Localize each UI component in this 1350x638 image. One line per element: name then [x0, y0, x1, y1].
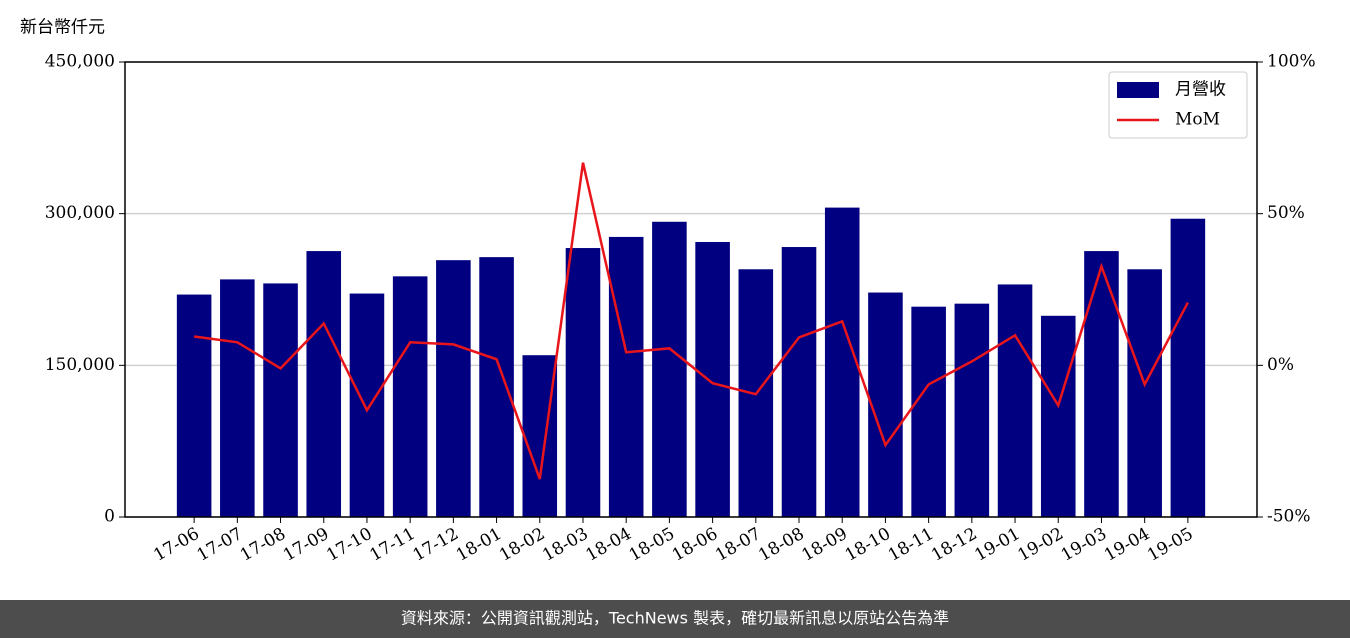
y2-tick-label: -50%	[1267, 507, 1311, 527]
legend-label: MoM	[1175, 110, 1220, 130]
bar	[911, 306, 946, 517]
x-tick-label: 17-10	[323, 524, 375, 566]
x-tick-label: 17-07	[194, 524, 246, 566]
bar	[436, 260, 471, 517]
x-tick-label: 18-03	[539, 524, 591, 566]
x-tick-label: 19-01	[971, 524, 1023, 566]
bar	[695, 241, 730, 517]
bar	[824, 207, 860, 517]
x-tick-label: 18-08	[755, 524, 807, 566]
x-tick-label: 19-03	[1058, 524, 1110, 566]
bar	[392, 276, 428, 517]
y-tick-label: 300,000	[45, 203, 115, 223]
bar	[781, 247, 817, 518]
x-tick-label: 18-06	[669, 524, 721, 566]
x-tick-label: 18-01	[453, 524, 505, 566]
y2-tick-label: 0%	[1267, 355, 1294, 375]
y2-tick-label: 50%	[1267, 203, 1305, 223]
y-tick-label: 150,000	[45, 355, 115, 375]
bar	[608, 236, 644, 517]
bar	[868, 292, 903, 517]
bar	[479, 257, 514, 517]
x-tick-label: 18-02	[496, 524, 548, 566]
bar	[522, 355, 558, 517]
x-tick-label: 17-06	[150, 524, 202, 566]
x-tick-label: 19-02	[1015, 524, 1067, 566]
x-tick-label: 18-10	[842, 524, 894, 566]
footer-bar	[0, 600, 1350, 638]
y-axis-label: 新台幣仟元	[20, 18, 105, 38]
x-tick-label: 18-05	[626, 524, 678, 566]
line	[193, 162, 1189, 480]
bar	[652, 221, 687, 517]
bar	[1127, 269, 1162, 517]
bar	[1040, 315, 1076, 517]
bar	[565, 248, 601, 518]
bar	[306, 251, 342, 518]
x-tick-label: 19-05	[1144, 524, 1196, 566]
bar	[176, 294, 212, 517]
x-tick-label: 17-11	[366, 524, 418, 566]
y-tick-label: 0	[104, 507, 115, 527]
bar	[1084, 251, 1119, 518]
y-tick-label: 450,000	[45, 52, 115, 72]
plot-frame	[124, 61, 1258, 518]
x-tick-label: 17-08	[237, 524, 289, 566]
legend-swatch	[1117, 82, 1159, 98]
x-tick-label: 17-09	[280, 524, 332, 566]
x-tick-label: 18-07	[712, 524, 764, 566]
x-tick-label: 18-09	[799, 524, 851, 566]
x-tick-label: 17-12	[410, 524, 462, 566]
x-tick-label: 18-12	[928, 524, 980, 566]
x-tick-label: 18-11	[885, 524, 937, 566]
footer: 資料來源：公開資訊觀測站，TechNews 製表，確切最新訊息以原站公告為準	[401, 609, 949, 628]
bar	[1170, 218, 1206, 517]
x-tick-label: 18-04	[582, 524, 634, 566]
bar	[954, 303, 990, 517]
bar	[220, 279, 255, 517]
bar	[263, 283, 298, 517]
legend-label: 月營收	[1175, 80, 1226, 100]
bar	[349, 293, 385, 517]
x-tick-label: 19-04	[1101, 524, 1153, 566]
bar	[997, 284, 1033, 517]
y2-tick-label: 100%	[1267, 52, 1316, 72]
